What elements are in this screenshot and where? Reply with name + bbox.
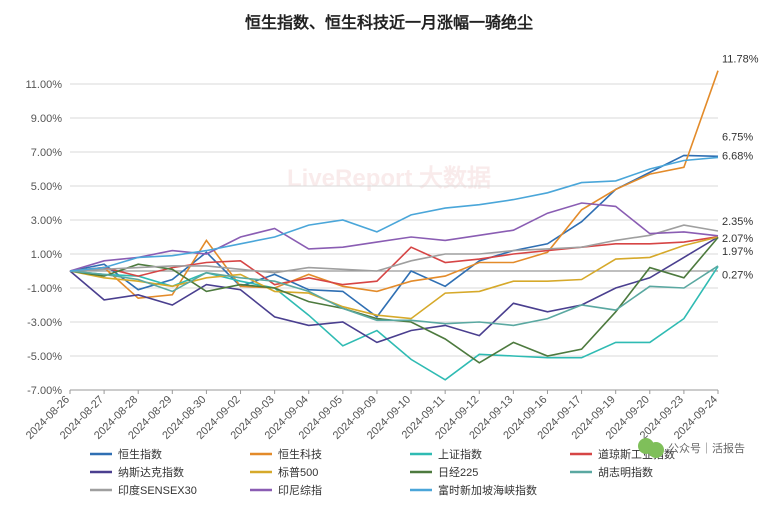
y-tick-label: 1.00% [31,249,62,261]
legend-item: 富时新加坡海峡指数 [410,483,537,497]
end-label: 1.97% [722,246,753,258]
series-line [70,203,718,271]
legend-item: 日经225 [410,466,478,479]
end-labels: 11.78% 6.75% 6.68% 2.35% 2.07%1.97% 0.27% [722,54,759,282]
legend-item: 纳斯达克指数 [90,465,184,479]
y-axis: -7.00% -5.00% -3.00% -1.00% 1.00% 3.00% 5.00% 7… [26,79,63,397]
y-tick-label: 9.00% [31,113,62,125]
legend-label: 胡志明指数 [598,465,653,479]
legend-label: 印度SENSEX30 [118,483,197,497]
legend-item: 胡志明指数 [570,465,653,479]
y-tick-label: 3.00% [31,215,62,227]
series-line [70,266,718,379]
end-label: 2.35% [722,216,753,228]
end-label: 6.68% [722,150,753,162]
x-tick-group: 2024-08-262024-08-272024-08-282024-08-29… [24,390,720,442]
legend-label: 印尼综指 [278,483,322,497]
legend-label: 日经225 [438,466,478,479]
legend-label: 恒生科技 [278,447,322,461]
legend-item: 印度SENSEX30 [90,483,197,497]
y-tick-label: -3.00% [27,317,62,329]
legend-item: 印尼综指 [250,483,322,497]
legend-label: 上证指数 [438,447,482,461]
y-tick-label: 7.00% [31,147,62,159]
legend-item: 标普500 [250,465,318,479]
series-line [70,237,718,285]
chart-title: 恒生指数、恒生科技近一月涨幅一骑绝尘 [245,13,533,32]
legend-item: 恒生指数 [90,447,162,461]
legend-label: 富时新加坡海峡指数 [438,483,537,497]
series-group [70,71,718,380]
legend-item: 恒生科技 [250,447,322,461]
legend-label: 恒生指数 [118,447,162,461]
end-label: 11.78% [722,54,759,66]
y-tick-label: 11.00% [26,79,63,91]
watermark: LiveReport 大数据 [287,165,491,192]
legend-label: 纳斯达克指数 [118,465,184,479]
y-tick-label: -5.00% [27,351,62,363]
legend-label: 标普500 [278,465,318,479]
badge-text: 公众号｜活报告 [668,441,745,455]
wechat-badge: 公众号｜活报告 [638,438,745,458]
end-label: 2.07% [722,233,753,245]
series-line [70,225,718,273]
svg-text:LiveReport 大数据: LiveReport 大数据 [287,165,491,192]
y-tick-label: -7.00% [27,385,62,397]
end-label: 6.75% [722,131,753,143]
y-tick-label: -1.00% [27,283,62,295]
y-tick-label: 5.00% [31,181,62,193]
legend-item: 上证指数 [410,447,482,461]
legend: 恒生指数恒生科技上证指数道琼斯工业指数纳斯达克指数标普500日经225胡志明指数… [90,447,675,497]
end-label: 0.27% [722,269,753,281]
line-chart: LiveReport 大数据 恒生指数、恒生科技近一月涨幅一骑绝尘 -7.00% -5… [0,0,778,530]
